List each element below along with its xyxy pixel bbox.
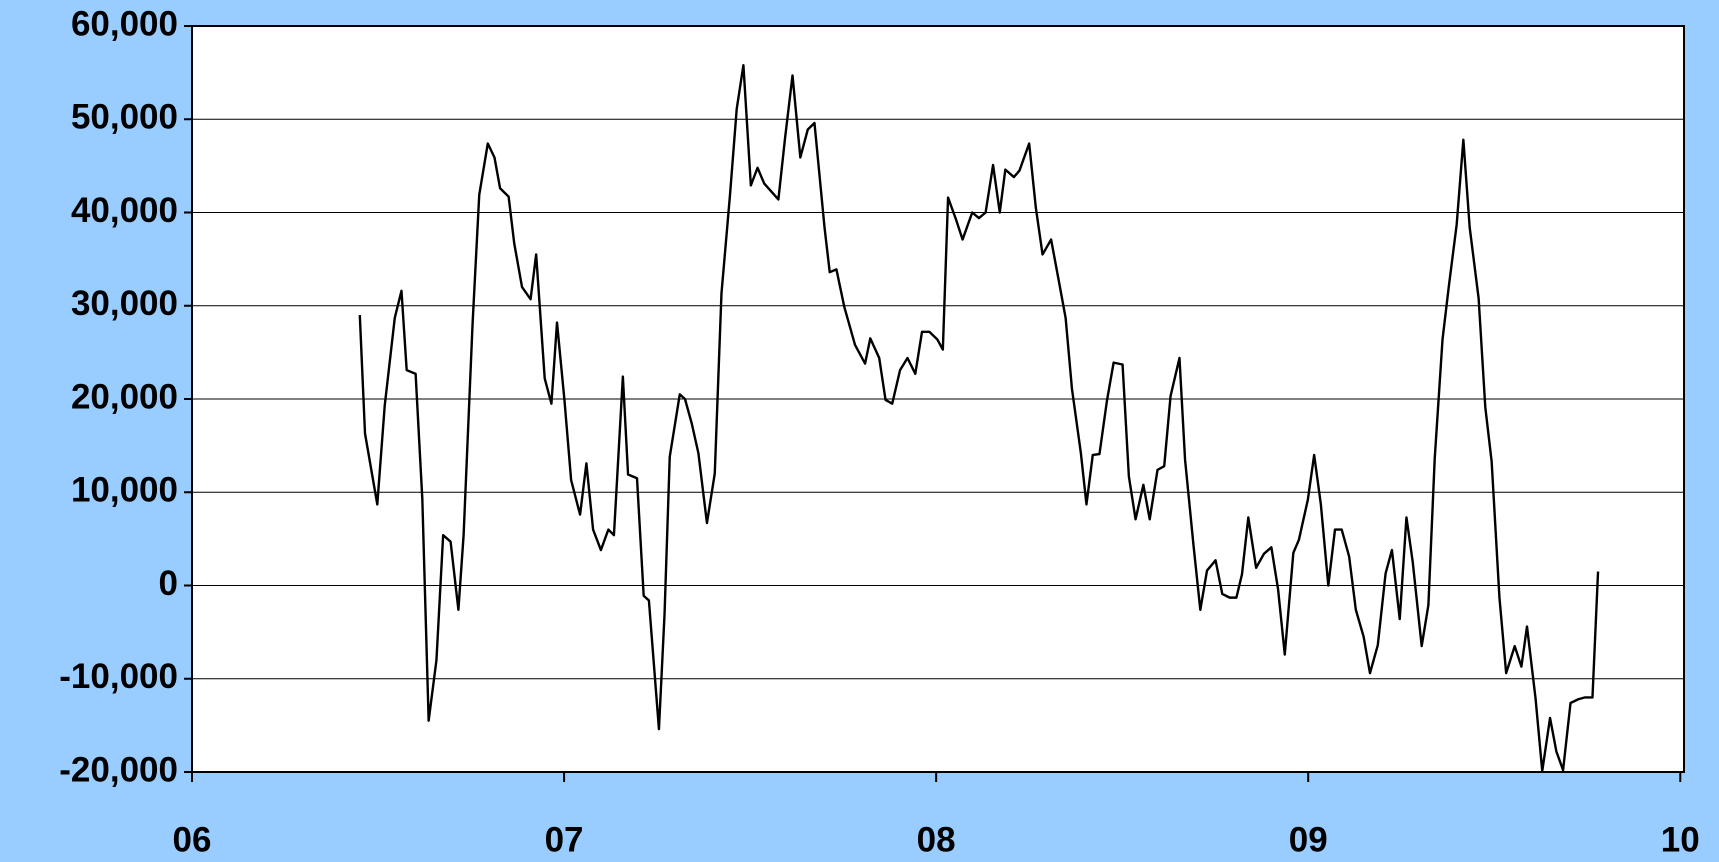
y-tick-label: -20,000 <box>59 750 178 789</box>
y-tick-label: 40,000 <box>71 191 178 230</box>
x-tick-label: 09 <box>1289 820 1328 859</box>
y-tick-label: 0 <box>159 564 178 603</box>
y-tick-label: 10,000 <box>71 471 178 510</box>
x-tick-label: 07 <box>545 820 584 859</box>
y-tick-label: 30,000 <box>71 284 178 323</box>
x-tick-label: 08 <box>917 820 956 859</box>
y-tick-label: 60,000 <box>71 4 178 43</box>
plot-frame <box>191 25 1685 773</box>
y-tick-label: 20,000 <box>71 377 178 416</box>
y-tick-label: 50,000 <box>71 98 178 137</box>
x-tick-label: 06 <box>173 820 212 859</box>
x-tick-label: 10 <box>1661 820 1700 859</box>
line-series <box>358 63 1600 773</box>
y-tick-label: -10,000 <box>59 657 178 696</box>
